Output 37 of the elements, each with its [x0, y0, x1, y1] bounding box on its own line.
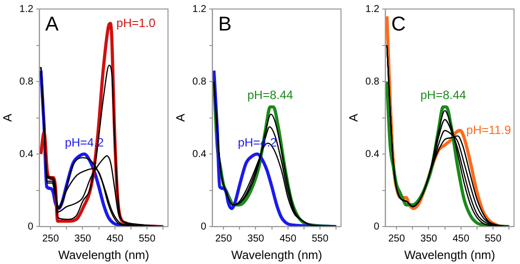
- y-tick-label: 0.8: [19, 76, 34, 88]
- x-tick-label: 350: [420, 233, 438, 244]
- y-tick-label: 0.8: [365, 76, 380, 88]
- x-tick-label: 550: [484, 233, 502, 244]
- series-label: pH=8.44: [420, 88, 466, 102]
- annotation: A: [45, 14, 60, 36]
- x-tick-label: 450: [280, 233, 297, 244]
- x-tick-label: 250: [215, 233, 232, 244]
- x-tick-label: 250: [42, 233, 60, 244]
- x-tick-label: 250: [388, 233, 406, 244]
- annotation: C: [391, 14, 406, 36]
- y-axis-title: A: [346, 114, 361, 122]
- y-tick-label: 1.2: [365, 4, 380, 15]
- x-axis-title: Wavelength (nm): [231, 248, 322, 262]
- x-tick-label: 350: [74, 233, 92, 244]
- x-axis-title: Wavelength (nm): [58, 248, 150, 262]
- y-tick-label: 0.4: [365, 148, 380, 160]
- annotation: B: [218, 14, 232, 36]
- y-tick-label: 0.8: [192, 76, 207, 88]
- series-label: pH=8.44: [247, 88, 294, 102]
- series-label: pH=11.9: [466, 122, 512, 137]
- x-tick-label: 450: [452, 233, 470, 244]
- x-tick-label: 550: [312, 233, 329, 244]
- y-tick-label: 1.2: [192, 4, 207, 15]
- series-label: pH=1.0: [116, 16, 156, 30]
- x-axis-title: Wavelength (nm): [404, 248, 496, 262]
- y-tick-label: 0.4: [19, 148, 34, 160]
- y-tick-label: 0: [28, 221, 34, 232]
- y-tick-label: 0: [200, 221, 207, 232]
- x-tick-label: 450: [106, 233, 124, 244]
- y-tick-label: 0.4: [192, 148, 207, 160]
- y-axis-title: A: [174, 114, 188, 122]
- y-tick-label: 0: [374, 221, 380, 232]
- y-tick-label: 1.2: [19, 4, 34, 15]
- x-tick-label: 550: [138, 233, 156, 244]
- y-axis-title: A: [0, 114, 15, 122]
- x-tick-label: 350: [247, 233, 265, 244]
